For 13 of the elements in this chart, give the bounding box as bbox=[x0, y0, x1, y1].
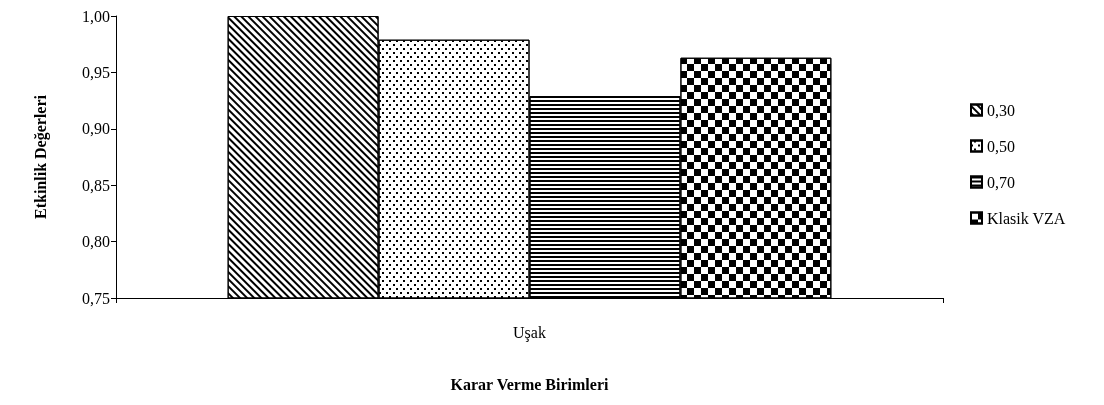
y-axis-title: Etkinlik Değerleri bbox=[31, 94, 50, 219]
y-tick-label: 0,85 bbox=[82, 176, 110, 194]
y-tick-label: 0,95 bbox=[82, 63, 110, 81]
y-tick-label: 0,90 bbox=[82, 120, 110, 138]
legend-label: 0,70 bbox=[987, 173, 1015, 191]
legend-label: 0,50 bbox=[987, 137, 1015, 155]
x-tick-label: Uşak bbox=[513, 323, 546, 342]
legend-label: Klasik VZA bbox=[987, 209, 1066, 227]
x-axis-title: Karar Verme Birimleri bbox=[450, 375, 609, 393]
y-tick-label: 1,00 bbox=[82, 7, 110, 25]
y-tick-label: 0,75 bbox=[82, 289, 110, 307]
y-tick-label: 0,80 bbox=[82, 233, 110, 251]
legend-label: 0,30 bbox=[987, 101, 1015, 119]
